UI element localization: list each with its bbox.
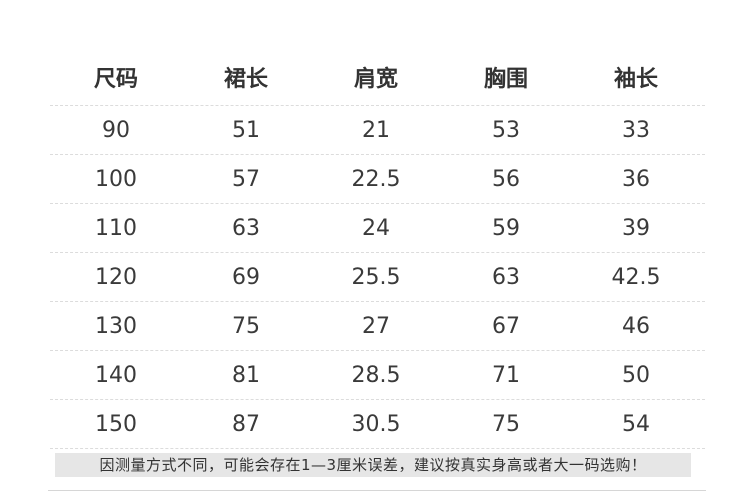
header-skirt-length: 裙长 bbox=[223, 66, 268, 92]
table-cell: 24 bbox=[362, 215, 390, 241]
table-cell: 90 bbox=[102, 117, 130, 143]
table-cell: 53 bbox=[492, 117, 520, 143]
table-row: 140 81 28.5 71 50 bbox=[50, 351, 705, 400]
table-cell: 28.5 bbox=[351, 362, 401, 388]
header-shoulder-width: 肩宽 bbox=[353, 66, 398, 92]
table-cell: 50 bbox=[622, 362, 650, 388]
table-cell: 67 bbox=[492, 313, 520, 339]
table-cell: 22.5 bbox=[351, 166, 401, 192]
table-cell: 71 bbox=[492, 362, 520, 388]
measurement-note: 因测量方式不同，可能会存在1—3厘米误差，建议按真实身高或者大一码选购！ bbox=[55, 453, 691, 477]
table-cell: 130 bbox=[95, 313, 137, 339]
table-cell: 140 bbox=[95, 362, 137, 388]
divider bbox=[48, 490, 706, 491]
table-cell: 25.5 bbox=[351, 264, 401, 290]
table-cell: 63 bbox=[232, 215, 260, 241]
table-cell: 51 bbox=[232, 117, 260, 143]
table-header-row: 尺码 裙长 肩宽 胸围 袖长 bbox=[50, 48, 705, 106]
table-cell: 46 bbox=[622, 313, 650, 339]
table-cell: 87 bbox=[232, 411, 260, 437]
table-row: 100 57 22.5 56 36 bbox=[50, 155, 705, 204]
table-row: 150 87 30.5 75 54 bbox=[50, 400, 705, 449]
table-cell: 150 bbox=[95, 411, 137, 437]
table-cell: 81 bbox=[232, 362, 260, 388]
table-cell: 120 bbox=[95, 264, 137, 290]
table-row: 130 75 27 67 46 bbox=[50, 302, 705, 351]
table-cell: 110 bbox=[95, 215, 137, 241]
table-row: 120 69 25.5 63 42.5 bbox=[50, 253, 705, 302]
table-cell: 57 bbox=[232, 166, 260, 192]
table-cell: 63 bbox=[492, 264, 520, 290]
table-cell: 42.5 bbox=[611, 264, 661, 290]
table-cell: 100 bbox=[95, 166, 137, 192]
table-cell: 54 bbox=[622, 411, 650, 437]
table-cell: 30.5 bbox=[351, 411, 401, 437]
size-chart-table: 尺码 裙长 肩宽 胸围 袖长 90 51 21 53 33 100 57 22.5 56 36 11… bbox=[50, 48, 705, 449]
table-cell: 56 bbox=[492, 166, 520, 192]
table-cell: 69 bbox=[232, 264, 260, 290]
table-cell: 36 bbox=[622, 166, 650, 192]
table-cell: 39 bbox=[622, 215, 650, 241]
table-cell: 33 bbox=[622, 117, 650, 143]
table-row: 90 51 21 53 33 bbox=[50, 106, 705, 155]
header-chest: 胸围 bbox=[483, 66, 528, 92]
header-sleeve-length: 袖长 bbox=[613, 66, 658, 92]
table-cell: 75 bbox=[232, 313, 260, 339]
table-cell: 27 bbox=[362, 313, 390, 339]
header-size: 尺码 bbox=[93, 66, 138, 92]
table-cell: 75 bbox=[492, 411, 520, 437]
table-cell: 59 bbox=[492, 215, 520, 241]
table-row: 110 63 24 59 39 bbox=[50, 204, 705, 253]
table-cell: 21 bbox=[362, 117, 390, 143]
